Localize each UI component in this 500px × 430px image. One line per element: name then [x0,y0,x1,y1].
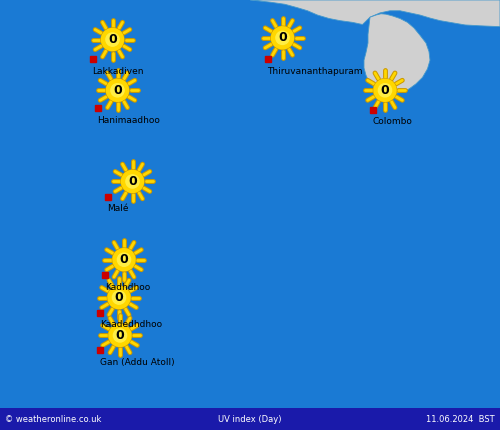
Circle shape [108,324,132,347]
Circle shape [118,253,130,266]
Text: Colombo: Colombo [372,117,412,126]
Polygon shape [250,0,500,27]
Polygon shape [364,14,430,94]
Circle shape [126,175,139,188]
Circle shape [102,28,124,51]
Text: Thiruvananthapuram: Thiruvananthapuram [268,67,363,76]
Circle shape [271,26,294,49]
Circle shape [108,286,130,309]
Circle shape [374,79,396,102]
Text: Lakkadiven: Lakkadiven [92,67,144,76]
Circle shape [111,84,124,97]
Circle shape [106,79,128,101]
Circle shape [106,33,119,46]
Circle shape [122,170,144,193]
Circle shape [378,84,392,97]
Bar [0,408,500,430]
Circle shape [112,291,126,304]
Text: Malé: Malé [108,204,129,213]
Text: Gan (Addu Atoll): Gan (Addu Atoll) [100,358,174,367]
Text: Hanimaadhoo: Hanimaadhoo [98,116,160,125]
Text: © weatheronline.co.uk: © weatheronline.co.uk [5,415,102,424]
Text: Kadhdhoo: Kadhdhoo [105,283,150,292]
Circle shape [121,170,144,193]
Text: 0: 0 [114,291,124,304]
Circle shape [113,249,135,271]
Text: 0: 0 [113,84,122,97]
Circle shape [114,329,126,342]
Text: 0: 0 [120,253,128,266]
Circle shape [272,27,293,49]
Text: 0: 0 [278,31,287,44]
Circle shape [109,324,131,347]
Text: UV index (Day): UV index (Day) [218,415,282,424]
Circle shape [101,28,124,51]
Text: 0: 0 [116,329,124,342]
Circle shape [106,79,129,102]
Circle shape [276,31,289,44]
Text: 0: 0 [108,33,117,46]
Circle shape [112,248,136,271]
Circle shape [108,286,130,309]
Text: 0: 0 [128,175,137,188]
Text: Kaadedhdhoo: Kaadedhdhoo [100,320,162,329]
Text: 11.06.2024  BST: 11.06.2024 BST [426,415,495,424]
Text: 0: 0 [380,84,390,97]
Circle shape [374,79,396,101]
